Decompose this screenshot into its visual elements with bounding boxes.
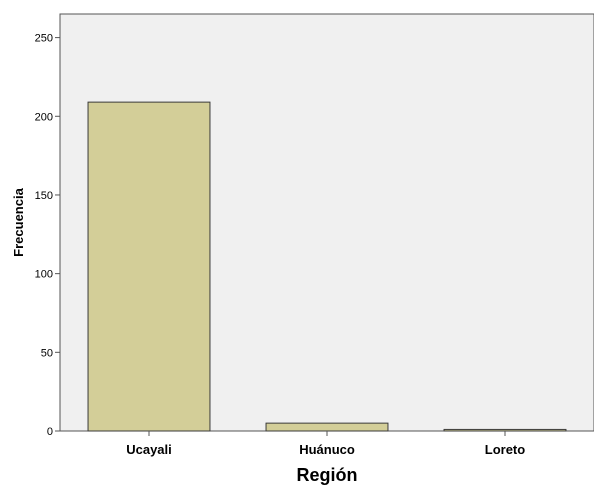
y-tick-label: 100 <box>35 269 53 281</box>
y-axis-ticks: 0 50 100 150 200 250 <box>35 33 60 438</box>
y-tick-label: 50 <box>41 347 53 359</box>
y-axis-label: Frecuencia <box>11 187 26 256</box>
bar-ucayali <box>87 101 211 432</box>
x-axis-label: Región <box>297 465 358 485</box>
y-tick-label: 250 <box>35 33 53 45</box>
x-tick-label: Loreto <box>485 442 526 457</box>
y-tick-label: 200 <box>35 111 53 123</box>
bar-loreto <box>443 428 567 432</box>
x-axis-tick-labels: Ucayali Huánuco Loreto <box>126 431 525 457</box>
bars <box>87 101 567 432</box>
y-tick-label: 0 <box>47 426 53 438</box>
x-tick-label: Huánuco <box>299 442 355 457</box>
y-tick-label: 150 <box>35 190 53 202</box>
x-tick-label: Ucayali <box>126 442 172 457</box>
bar-huánuco <box>265 422 389 432</box>
